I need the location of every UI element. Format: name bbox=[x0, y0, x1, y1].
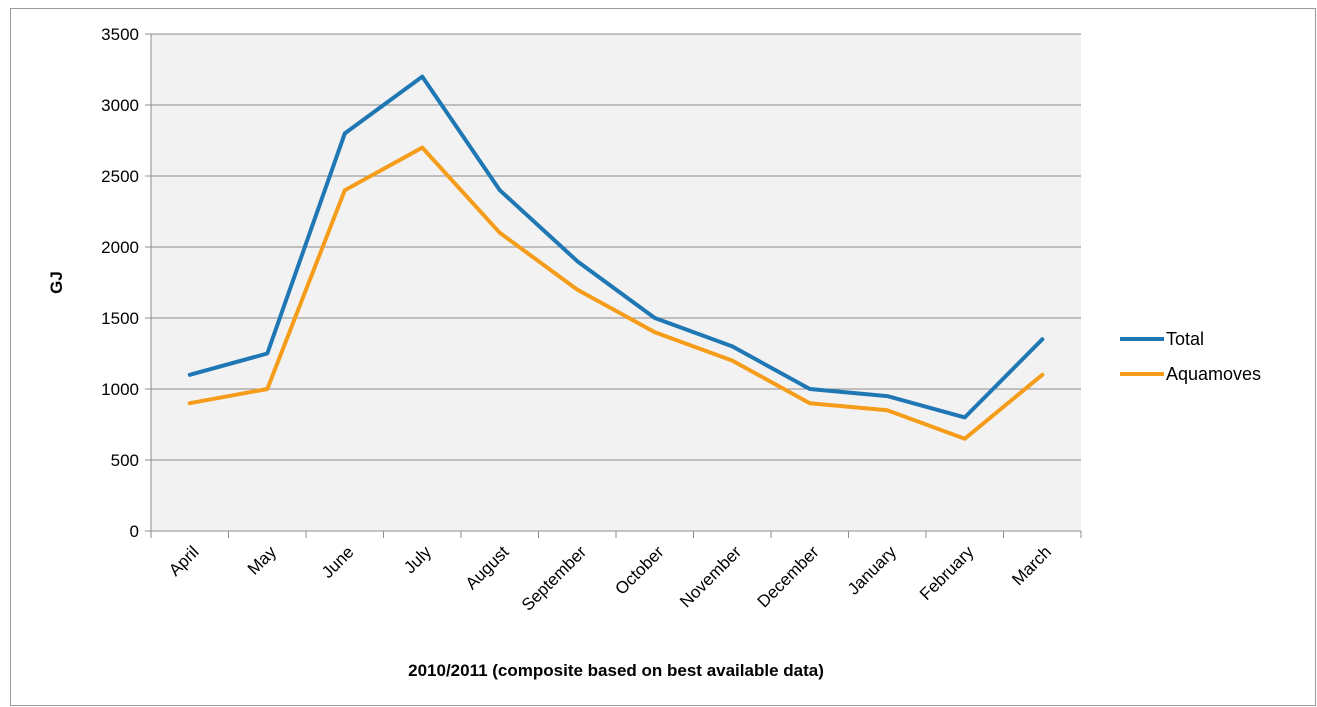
series-line-aquamoves bbox=[187, 145, 1045, 441]
y-tick-label: 3000 bbox=[101, 96, 139, 115]
axes bbox=[145, 33, 1082, 538]
y-tick-label: 0 bbox=[130, 522, 139, 541]
series-line-total bbox=[187, 74, 1045, 420]
x-tick-labels: April May June July August September October No… bbox=[165, 542, 1055, 615]
y-axis-title: GJ bbox=[47, 271, 66, 294]
y-tick-label: 1500 bbox=[101, 309, 139, 328]
x-tick-label: April bbox=[165, 542, 202, 579]
x-tick-label: December bbox=[754, 542, 823, 611]
x-tick-label: February bbox=[916, 542, 978, 604]
series-lines bbox=[187, 74, 1045, 441]
y-tick-label: 1000 bbox=[101, 380, 139, 399]
legend-label: Aquamoves bbox=[1166, 364, 1261, 384]
y-tick-label: 2500 bbox=[101, 167, 139, 186]
gridlines bbox=[151, 33, 1081, 461]
x-tick-label: September bbox=[518, 542, 590, 614]
y-tick-label: 500 bbox=[111, 451, 139, 470]
x-tick-label: November bbox=[676, 542, 745, 611]
x-tick-label: October bbox=[611, 542, 667, 598]
x-tick-label: March bbox=[1008, 542, 1055, 589]
y-tick-label: 3500 bbox=[101, 25, 139, 44]
x-tick-label: June bbox=[318, 542, 358, 582]
y-tick-label: 2000 bbox=[101, 238, 139, 257]
legend: Total Aquamoves bbox=[1120, 329, 1261, 384]
legend-label: Total bbox=[1166, 329, 1204, 349]
x-tick-label: January bbox=[844, 542, 901, 599]
x-tick-label: August bbox=[462, 542, 513, 593]
x-axis-title: 2010/2011 (composite based on best avail… bbox=[408, 661, 824, 680]
x-tick-label: May bbox=[244, 542, 280, 578]
x-tick-label: July bbox=[400, 542, 435, 577]
plot-area bbox=[151, 34, 1081, 531]
y-tick-labels: 0 500 1000 1500 2000 2500 3000 3500 bbox=[101, 25, 139, 541]
